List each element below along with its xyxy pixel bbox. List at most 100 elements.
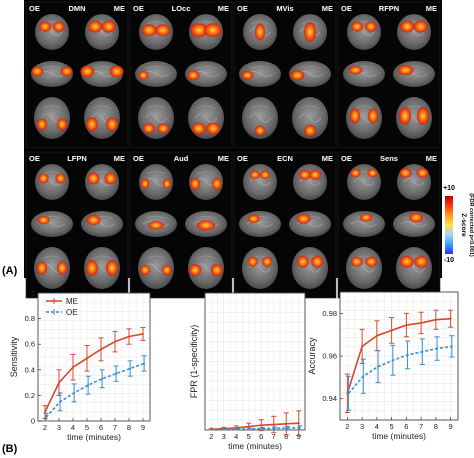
activation-blob <box>37 215 50 225</box>
series-oe <box>43 355 147 422</box>
gyri-line <box>195 216 217 219</box>
y-tick-label: 1 <box>31 289 35 298</box>
activation-blob <box>157 123 170 134</box>
sagittal-slice <box>31 211 73 237</box>
activation-blob <box>262 256 273 267</box>
data-point <box>375 334 378 337</box>
gyri-line <box>299 66 321 69</box>
activation-blob <box>101 20 116 33</box>
y-tick-label: 0.2 <box>25 391 35 400</box>
brain-panel-me-tag: ME <box>114 4 125 13</box>
brain-panel-me-tag: ME <box>218 154 229 163</box>
series-line <box>45 362 145 418</box>
activation-blob <box>397 65 414 76</box>
data-point <box>406 353 409 356</box>
gyri-line <box>251 21 269 25</box>
activation-blob <box>367 108 379 124</box>
data-point <box>143 362 146 365</box>
activation-blob <box>148 221 164 230</box>
activation-blob <box>85 260 98 276</box>
data-point <box>100 348 102 351</box>
axial-slice <box>84 247 120 289</box>
gyri-line <box>298 113 322 123</box>
data-point <box>361 345 364 348</box>
gyri-line <box>145 66 167 69</box>
brain-panel-oe-tag: OE <box>29 4 40 13</box>
axial-slice <box>138 247 174 289</box>
coronal-slice <box>35 164 69 200</box>
axial-slice <box>242 247 278 289</box>
sagittal-slice <box>31 61 73 87</box>
activation-blob <box>31 66 44 77</box>
y-tick-label: 0.6 <box>25 340 35 349</box>
activation-blob <box>247 214 260 224</box>
axial-slice <box>138 97 174 139</box>
axial-slice <box>242 97 278 139</box>
data-point <box>421 350 424 353</box>
data-point <box>260 424 263 427</box>
axial-slice <box>396 97 432 139</box>
activation-blob <box>138 71 149 80</box>
sagittal-slice <box>343 61 385 87</box>
gyri-line <box>145 216 167 219</box>
data-point <box>298 426 301 429</box>
activation-blob <box>304 124 316 137</box>
activation-blob <box>304 22 316 42</box>
coronal-slice <box>397 14 431 50</box>
sagittal-slice <box>185 61 227 87</box>
activation-blob <box>162 178 172 189</box>
gyri-line <box>250 105 270 109</box>
data-point <box>58 381 60 384</box>
series-me <box>344 309 454 414</box>
gyri-line <box>41 66 63 69</box>
plot-frame <box>37 292 151 422</box>
y-axis-label: Sensitivity <box>9 336 19 377</box>
data-point <box>87 384 90 387</box>
coronal-slice <box>139 164 173 200</box>
activation-blob <box>417 106 429 125</box>
plot-frame <box>204 292 306 431</box>
gyri-line <box>249 66 271 69</box>
series-me <box>42 327 146 419</box>
activation-blob <box>290 70 305 81</box>
colorbar: +10 -10 Z-score (FDR corrected p<0.001) <box>443 185 474 264</box>
x-tick-label: 6 <box>404 422 408 431</box>
gyri-line <box>196 105 216 109</box>
sagittal-slice <box>80 61 124 87</box>
activation-blob <box>140 178 150 189</box>
y-axis-label: FPR (1-specificity) <box>189 325 199 399</box>
data-point <box>211 428 214 431</box>
brain-panel-me-tag: ME <box>322 4 333 13</box>
activation-blob <box>350 256 363 267</box>
data-point <box>114 340 116 343</box>
activation-blob <box>36 261 48 275</box>
activation-blob <box>296 255 309 268</box>
gyri-line <box>248 113 272 123</box>
gyri-line <box>143 71 169 77</box>
brain-panel-network-name: DMN <box>68 4 85 13</box>
sagittal-slice <box>239 211 281 237</box>
x-tick-label: 3 <box>57 423 61 432</box>
activation-blob <box>399 168 412 178</box>
coronal-slice <box>85 164 119 200</box>
series-line <box>346 317 451 394</box>
activation-blob <box>350 168 361 178</box>
activation-blob <box>311 255 324 268</box>
activation-blob <box>351 21 364 32</box>
series-line <box>347 345 452 394</box>
activation-blob <box>260 170 271 180</box>
sagittal-slice <box>135 61 177 87</box>
sagittal-slice <box>239 61 281 87</box>
data-point <box>115 372 118 375</box>
axial-slice <box>34 247 70 289</box>
gyri-line <box>401 221 427 227</box>
y-tick-label: 0.96 <box>322 352 337 361</box>
data-point <box>128 335 130 338</box>
panel-a-label: (A) <box>2 265 18 277</box>
activation-blob <box>400 20 415 33</box>
activation-blob <box>247 256 258 267</box>
activation-blob <box>254 125 266 136</box>
activation-blob <box>241 71 254 80</box>
gyri-line <box>91 66 113 69</box>
